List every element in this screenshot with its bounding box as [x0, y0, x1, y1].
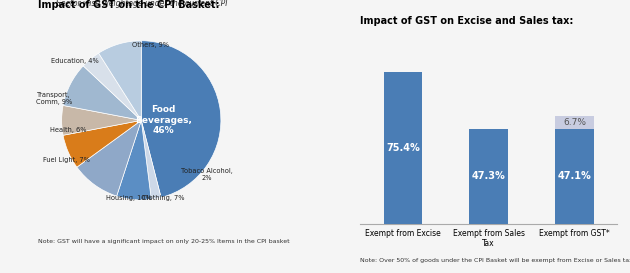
Text: 75.4%: 75.4%: [386, 143, 420, 153]
Wedge shape: [141, 41, 221, 197]
Text: Sector wise weightage under the current CPI: Sector wise weightage under the current …: [55, 0, 227, 8]
Wedge shape: [77, 120, 141, 196]
Wedge shape: [99, 41, 141, 120]
Wedge shape: [83, 53, 141, 120]
Wedge shape: [117, 120, 151, 200]
Text: Clothing, 7%: Clothing, 7%: [142, 195, 185, 201]
Wedge shape: [63, 120, 141, 167]
Text: 47.1%: 47.1%: [558, 171, 592, 182]
Text: Tobaco Alcohol,
2%: Tobaco Alcohol, 2%: [181, 168, 232, 181]
Text: Note: Over 50% of goods under the CPI Basket will be exempt from Excise or Sales: Note: Over 50% of goods under the CPI Ba…: [360, 258, 630, 263]
Text: 6.7%: 6.7%: [563, 118, 586, 127]
Bar: [555, 129, 594, 224]
Bar: [469, 129, 508, 224]
Text: Transport,
Comm, 9%: Transport, Comm, 9%: [35, 91, 72, 105]
Bar: [384, 72, 422, 224]
Text: Others, 9%: Others, 9%: [132, 43, 169, 49]
Bar: [555, 116, 594, 129]
Text: Education, 4%: Education, 4%: [50, 58, 98, 64]
Text: Note: GST will have a significant impact on only 20-25% Items in the CPI basket: Note: GST will have a significant impact…: [38, 239, 289, 244]
Text: Food
Beverages,
46%: Food Beverages, 46%: [135, 105, 192, 135]
Text: Housing, 10%: Housing, 10%: [106, 195, 152, 201]
Wedge shape: [62, 105, 141, 135]
Wedge shape: [141, 120, 161, 199]
Text: Impact of GST on Excise and Sales tax:: Impact of GST on Excise and Sales tax:: [360, 16, 573, 26]
Text: Impact of GST on the CPI Basket:: Impact of GST on the CPI Basket:: [38, 0, 219, 10]
Text: Fuel Light, 7%: Fuel Light, 7%: [43, 157, 90, 163]
Wedge shape: [63, 66, 141, 120]
Text: 47.3%: 47.3%: [472, 171, 506, 181]
Text: Health, 6%: Health, 6%: [50, 127, 86, 133]
